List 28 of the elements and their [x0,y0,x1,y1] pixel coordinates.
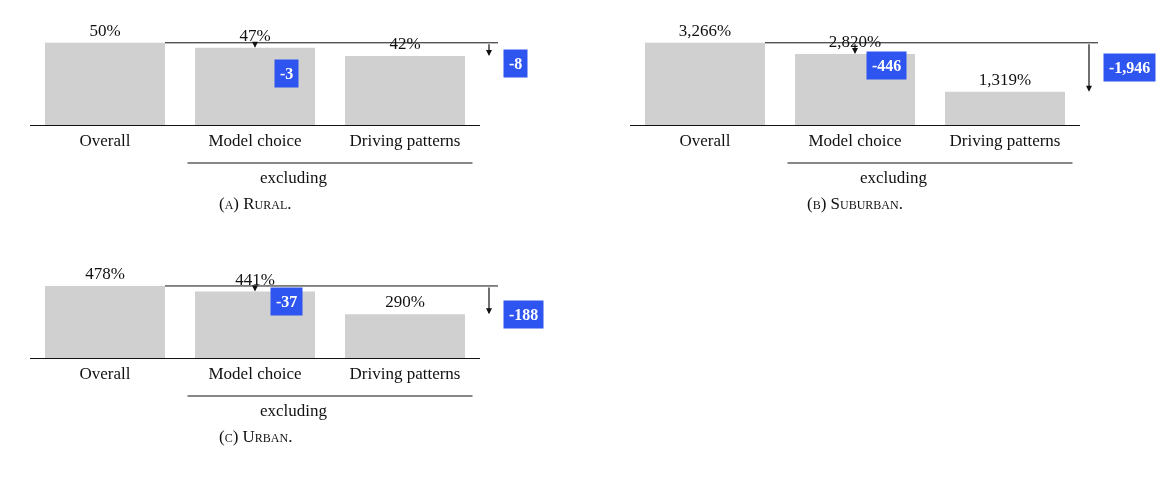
x-tick-label: Model choice [208,131,302,151]
data-label: 290% [385,292,425,312]
data-label: 47% [239,25,271,45]
text: excluding [260,168,328,187]
data-label: 3,266% [678,20,732,40]
annotation: -37 [276,293,298,310]
text: (a) Rural. [219,194,292,213]
text: (b) Suburban. [807,194,903,213]
text: -188 [509,306,539,323]
data-label: 1,319% [978,69,1032,89]
text: excluding [860,168,928,187]
x-tick-label: Driving patterns [349,364,461,384]
text: -8 [509,55,523,72]
x-tick-label: Model choice [208,364,302,384]
x-tick-label: Driving patterns [349,131,461,151]
data-label: 478% [85,263,125,283]
x-tick-label: Overall [79,364,131,384]
annotation: -446 [872,57,902,74]
data-label: 50% [89,20,121,40]
x-tick-label: Overall [79,131,131,151]
text: (c) Urban. [219,427,293,446]
x-tick-label: Model choice [808,131,902,151]
text: excluding [260,401,328,420]
x-tick-label: Overall [679,131,731,151]
text: -1,946 [1109,59,1151,76]
data-label: 441% [235,269,275,289]
annotation: -3 [280,65,294,82]
x-tick-label: Driving patterns [949,131,1061,151]
